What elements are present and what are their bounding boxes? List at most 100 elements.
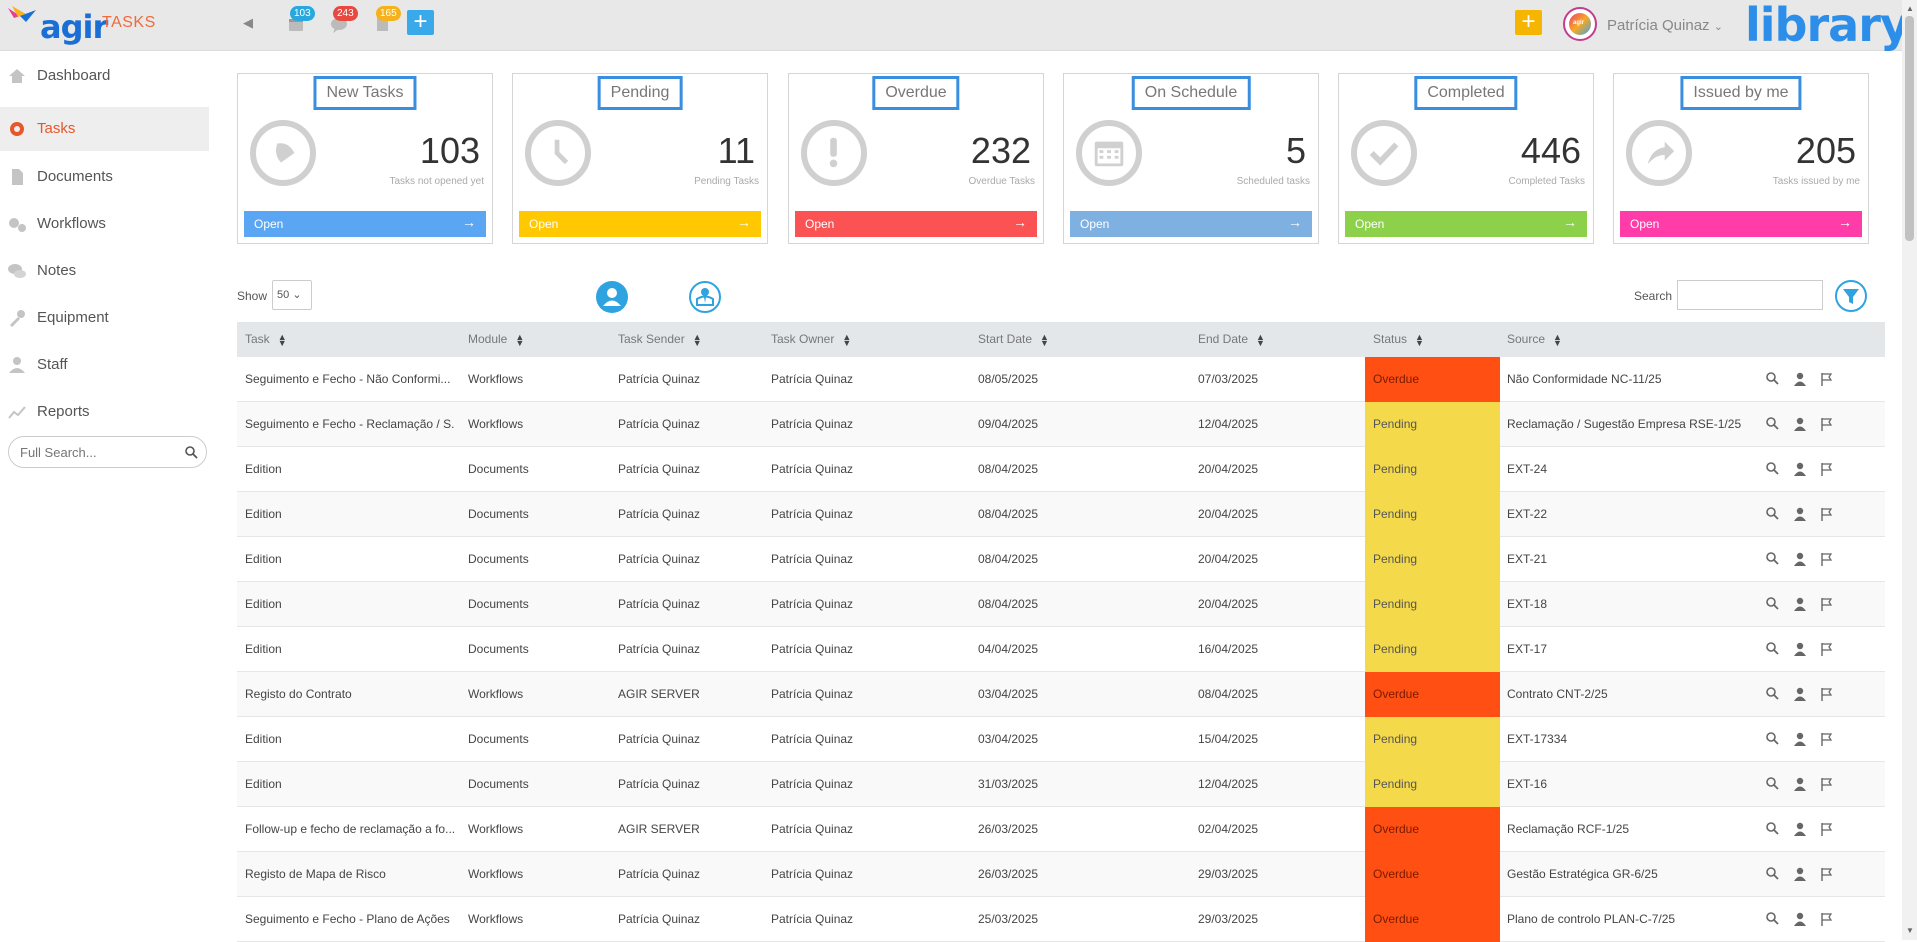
flag-icon[interactable] xyxy=(1819,506,1835,522)
chat-notification-button[interactable]: 243 xyxy=(329,6,358,36)
flag-icon[interactable] xyxy=(1819,596,1835,612)
person-icon[interactable] xyxy=(1792,596,1808,612)
column-header-sender[interactable]: Task Sender ▲ ▼ xyxy=(618,332,702,347)
magnifier-icon[interactable] xyxy=(1765,461,1781,477)
filter-button[interactable] xyxy=(1835,280,1867,312)
column-header-start-date[interactable]: Start Date ▲ ▼ xyxy=(978,332,1049,347)
magnifier-icon[interactable] xyxy=(1765,731,1781,747)
column-header-end-date[interactable]: End Date ▲ ▼ xyxy=(1198,332,1265,347)
flag-icon[interactable] xyxy=(1819,731,1835,747)
flag-icon[interactable] xyxy=(1819,416,1835,432)
person-icon[interactable] xyxy=(1792,461,1808,477)
magnifier-icon[interactable] xyxy=(1765,416,1781,432)
person-icon[interactable] xyxy=(1792,776,1808,792)
document-badge: 165 xyxy=(376,6,401,21)
magnifier-icon[interactable] xyxy=(1765,371,1781,387)
flag-icon[interactable] xyxy=(1819,776,1835,792)
magnifier-icon[interactable] xyxy=(1765,866,1781,882)
vertical-scrollbar[interactable]: ▲ ▼ xyxy=(1902,0,1917,940)
table-row[interactable]: Edition Documents Patrícia Quinaz Patrícia … xyxy=(237,717,1885,762)
sidebar-item-reports[interactable]: Reports xyxy=(0,390,209,434)
sidebar-item-staff[interactable]: Staff xyxy=(0,343,209,387)
person-icon[interactable] xyxy=(1792,371,1808,387)
open-overdue-button[interactable]: Open → xyxy=(795,211,1037,237)
person-icon[interactable] xyxy=(1792,821,1808,837)
cell-source: Reclamação RCF-1/25 xyxy=(1507,822,1630,836)
flag-icon[interactable] xyxy=(1819,641,1835,657)
scroll-up-icon[interactable]: ▲ xyxy=(1906,4,1914,13)
column-header-task[interactable]: Task ▲ ▼ xyxy=(245,332,287,347)
calendar-icon xyxy=(1076,120,1142,186)
magnifier-icon[interactable] xyxy=(1765,551,1781,567)
open-on-schedule-button[interactable]: Open → xyxy=(1070,211,1312,237)
table-row[interactable]: Edition Documents Patrícia Quinaz Patrícia … xyxy=(237,762,1885,807)
magnifier-icon[interactable] xyxy=(1765,641,1781,657)
quick-add-button[interactable]: + xyxy=(1515,10,1542,35)
sidebar-item-notes[interactable]: Notes xyxy=(0,249,209,293)
flag-icon[interactable] xyxy=(1819,821,1835,837)
magnifier-icon[interactable] xyxy=(1765,776,1781,792)
my-tasks-filter-button[interactable] xyxy=(596,281,628,313)
person-icon[interactable] xyxy=(1792,506,1808,522)
open-pending-button[interactable]: Open → xyxy=(519,211,761,237)
flag-icon[interactable] xyxy=(1819,461,1835,477)
flag-icon[interactable] xyxy=(1819,686,1835,702)
column-header-owner[interactable]: Task Owner ▲ ▼ xyxy=(771,332,851,347)
table-row[interactable]: Edition Documents Patrícia Quinaz Patrícia … xyxy=(237,447,1885,492)
flag-icon[interactable] xyxy=(1819,371,1835,387)
sidebar-item-workflows[interactable]: Workflows xyxy=(0,202,209,246)
open-completed-button[interactable]: Open → xyxy=(1345,211,1587,237)
magnifier-icon[interactable] xyxy=(1765,686,1781,702)
table-row[interactable]: Edition Documents Patrícia Quinaz Patrícia … xyxy=(237,537,1885,582)
person-icon[interactable] xyxy=(1792,911,1808,927)
table-row[interactable]: Seguimento e Fecho - Não Conformi... Work… xyxy=(237,357,1885,402)
table-row[interactable]: Seguimento e Fecho - Plano de Ações Workf… xyxy=(237,897,1885,942)
table-row[interactable]: Registo de Mapa de Risco Workflows Patríci… xyxy=(237,852,1885,897)
person-icon[interactable] xyxy=(1792,416,1808,432)
collapse-sidebar-icon[interactable]: ◀ xyxy=(243,15,253,30)
person-icon[interactable] xyxy=(1792,641,1808,657)
column-header-module[interactable]: Module ▲ ▼ xyxy=(468,332,524,347)
search-icon[interactable] xyxy=(184,445,198,459)
table-row[interactable]: Seguimento e Fecho - Reclamação / S... Wo… xyxy=(237,402,1885,447)
column-header-source[interactable]: Source ▲ ▼ xyxy=(1507,332,1562,347)
flag-icon[interactable] xyxy=(1819,551,1835,567)
sidebar-item-label: Notes xyxy=(37,262,77,279)
cell-task: Edition xyxy=(245,732,282,746)
magnifier-icon[interactable] xyxy=(1765,821,1781,837)
full-search-input[interactable] xyxy=(8,436,207,468)
table-row[interactable]: Edition Documents Patrícia Quinaz Patrícia … xyxy=(237,627,1885,672)
table-search-input[interactable] xyxy=(1677,280,1823,310)
open-new-tasks-button[interactable]: Open → xyxy=(244,211,486,237)
person-icon[interactable] xyxy=(1792,866,1808,882)
table-row[interactable]: Follow-up e fecho de reclamação a fo... W… xyxy=(237,807,1885,852)
sidebar-item-dashboard[interactable]: Dashboard xyxy=(0,54,209,98)
magnifier-icon[interactable] xyxy=(1765,596,1781,612)
team-tasks-filter-button[interactable] xyxy=(689,281,721,313)
sidebar-item-equipment[interactable]: Equipment xyxy=(0,296,209,340)
card-title: Issued by me xyxy=(1680,76,1802,110)
person-icon[interactable] xyxy=(1792,551,1808,567)
app-logo[interactable]: agir xyxy=(6,2,108,48)
table-row[interactable]: Edition Documents Patrícia Quinaz Patrícia … xyxy=(237,582,1885,627)
new-item-button[interactable]: + xyxy=(407,10,434,35)
cell-start: 31/03/2025 xyxy=(978,777,1039,791)
cell-task: Follow-up e fecho de reclamação a fo... xyxy=(245,822,455,836)
flag-icon[interactable] xyxy=(1819,911,1835,927)
magnifier-icon[interactable] xyxy=(1765,911,1781,927)
document-notification-button[interactable]: 165 xyxy=(372,6,401,36)
magnifier-icon[interactable] xyxy=(1765,506,1781,522)
flag-icon[interactable] xyxy=(1819,866,1835,882)
scroll-down-icon[interactable]: ▼ xyxy=(1906,926,1914,935)
calendar-notification-button[interactable]: 103 xyxy=(286,6,315,36)
person-icon[interactable] xyxy=(1792,686,1808,702)
sidebar-item-tasks[interactable]: Tasks xyxy=(0,107,209,151)
page-size-select[interactable]: 50 ⌄ xyxy=(272,280,312,310)
open-issued-button[interactable]: Open → xyxy=(1620,211,1862,237)
scroll-thumb[interactable] xyxy=(1905,16,1914,241)
table-row[interactable]: Edition Documents Patrícia Quinaz Patrícia … xyxy=(237,492,1885,537)
sidebar-item-documents[interactable]: Documents xyxy=(0,155,209,199)
person-icon[interactable] xyxy=(1792,731,1808,747)
table-row[interactable]: Registo do Contrato Workflows AGIR SERVER P… xyxy=(237,672,1885,717)
column-header-status[interactable]: Status ▲ ▼ xyxy=(1373,332,1424,347)
